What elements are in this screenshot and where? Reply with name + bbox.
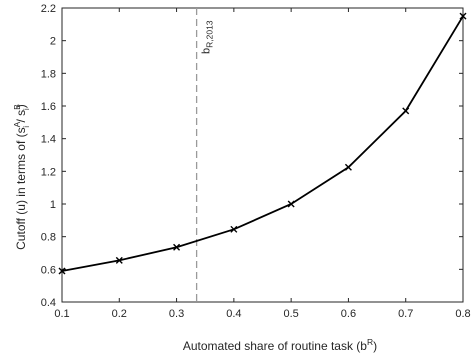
- y-tick-label: 2: [50, 36, 56, 48]
- data-point-marker: [58, 267, 66, 275]
- marker-stroke: [344, 163, 352, 171]
- marker-stroke: [287, 200, 295, 208]
- data-point-marker: [173, 243, 181, 251]
- x-tick-label: 0.3: [169, 308, 184, 320]
- x-axis-label: Automated share of routine task (bR): [183, 337, 377, 353]
- marker-stroke: [58, 267, 66, 275]
- x-tick-label: 0.4: [226, 308, 241, 320]
- marker-stroke: [115, 256, 123, 264]
- x-tick-label: 0.6: [341, 308, 356, 320]
- marker-stroke: [402, 107, 410, 115]
- marker-stroke: [459, 12, 467, 20]
- y-tick-label: 1.8: [41, 68, 56, 80]
- y-tick-label: 1.2: [41, 166, 56, 178]
- data-point-marker: [402, 107, 410, 115]
- x-tick-label: 0.8: [455, 308, 470, 320]
- data-point-marker: [459, 12, 467, 20]
- x-tick-label: 0.5: [283, 308, 298, 320]
- y-tick-label: 0.4: [41, 297, 56, 309]
- x-tick-label: 0.7: [398, 308, 413, 320]
- data-point-marker: [287, 200, 295, 208]
- series-line: [61, 15, 464, 272]
- y-tick-label: 1: [50, 199, 56, 211]
- data-point-marker: [344, 163, 352, 171]
- y-tick-label: 0.8: [41, 232, 56, 244]
- x-tick-label: 0.2: [112, 308, 127, 320]
- y-tick-label: 2.2: [41, 3, 56, 15]
- y-axis-label: Cutoff (u) in terms of (sAi / sBi): [12, 104, 31, 250]
- marker-stroke: [173, 243, 181, 251]
- x-tick-label: 0.1: [54, 308, 69, 320]
- vline-annotation: bR,2013: [201, 20, 215, 54]
- y-tick-label: 1.4: [41, 134, 56, 146]
- marker-stroke: [230, 225, 238, 233]
- y-tick-label: 0.6: [41, 264, 56, 276]
- y-tick-label: 1.6: [41, 101, 56, 113]
- plot-area-border: [61, 7, 464, 303]
- data-point-marker: [230, 225, 238, 233]
- data-point-marker: [115, 256, 123, 264]
